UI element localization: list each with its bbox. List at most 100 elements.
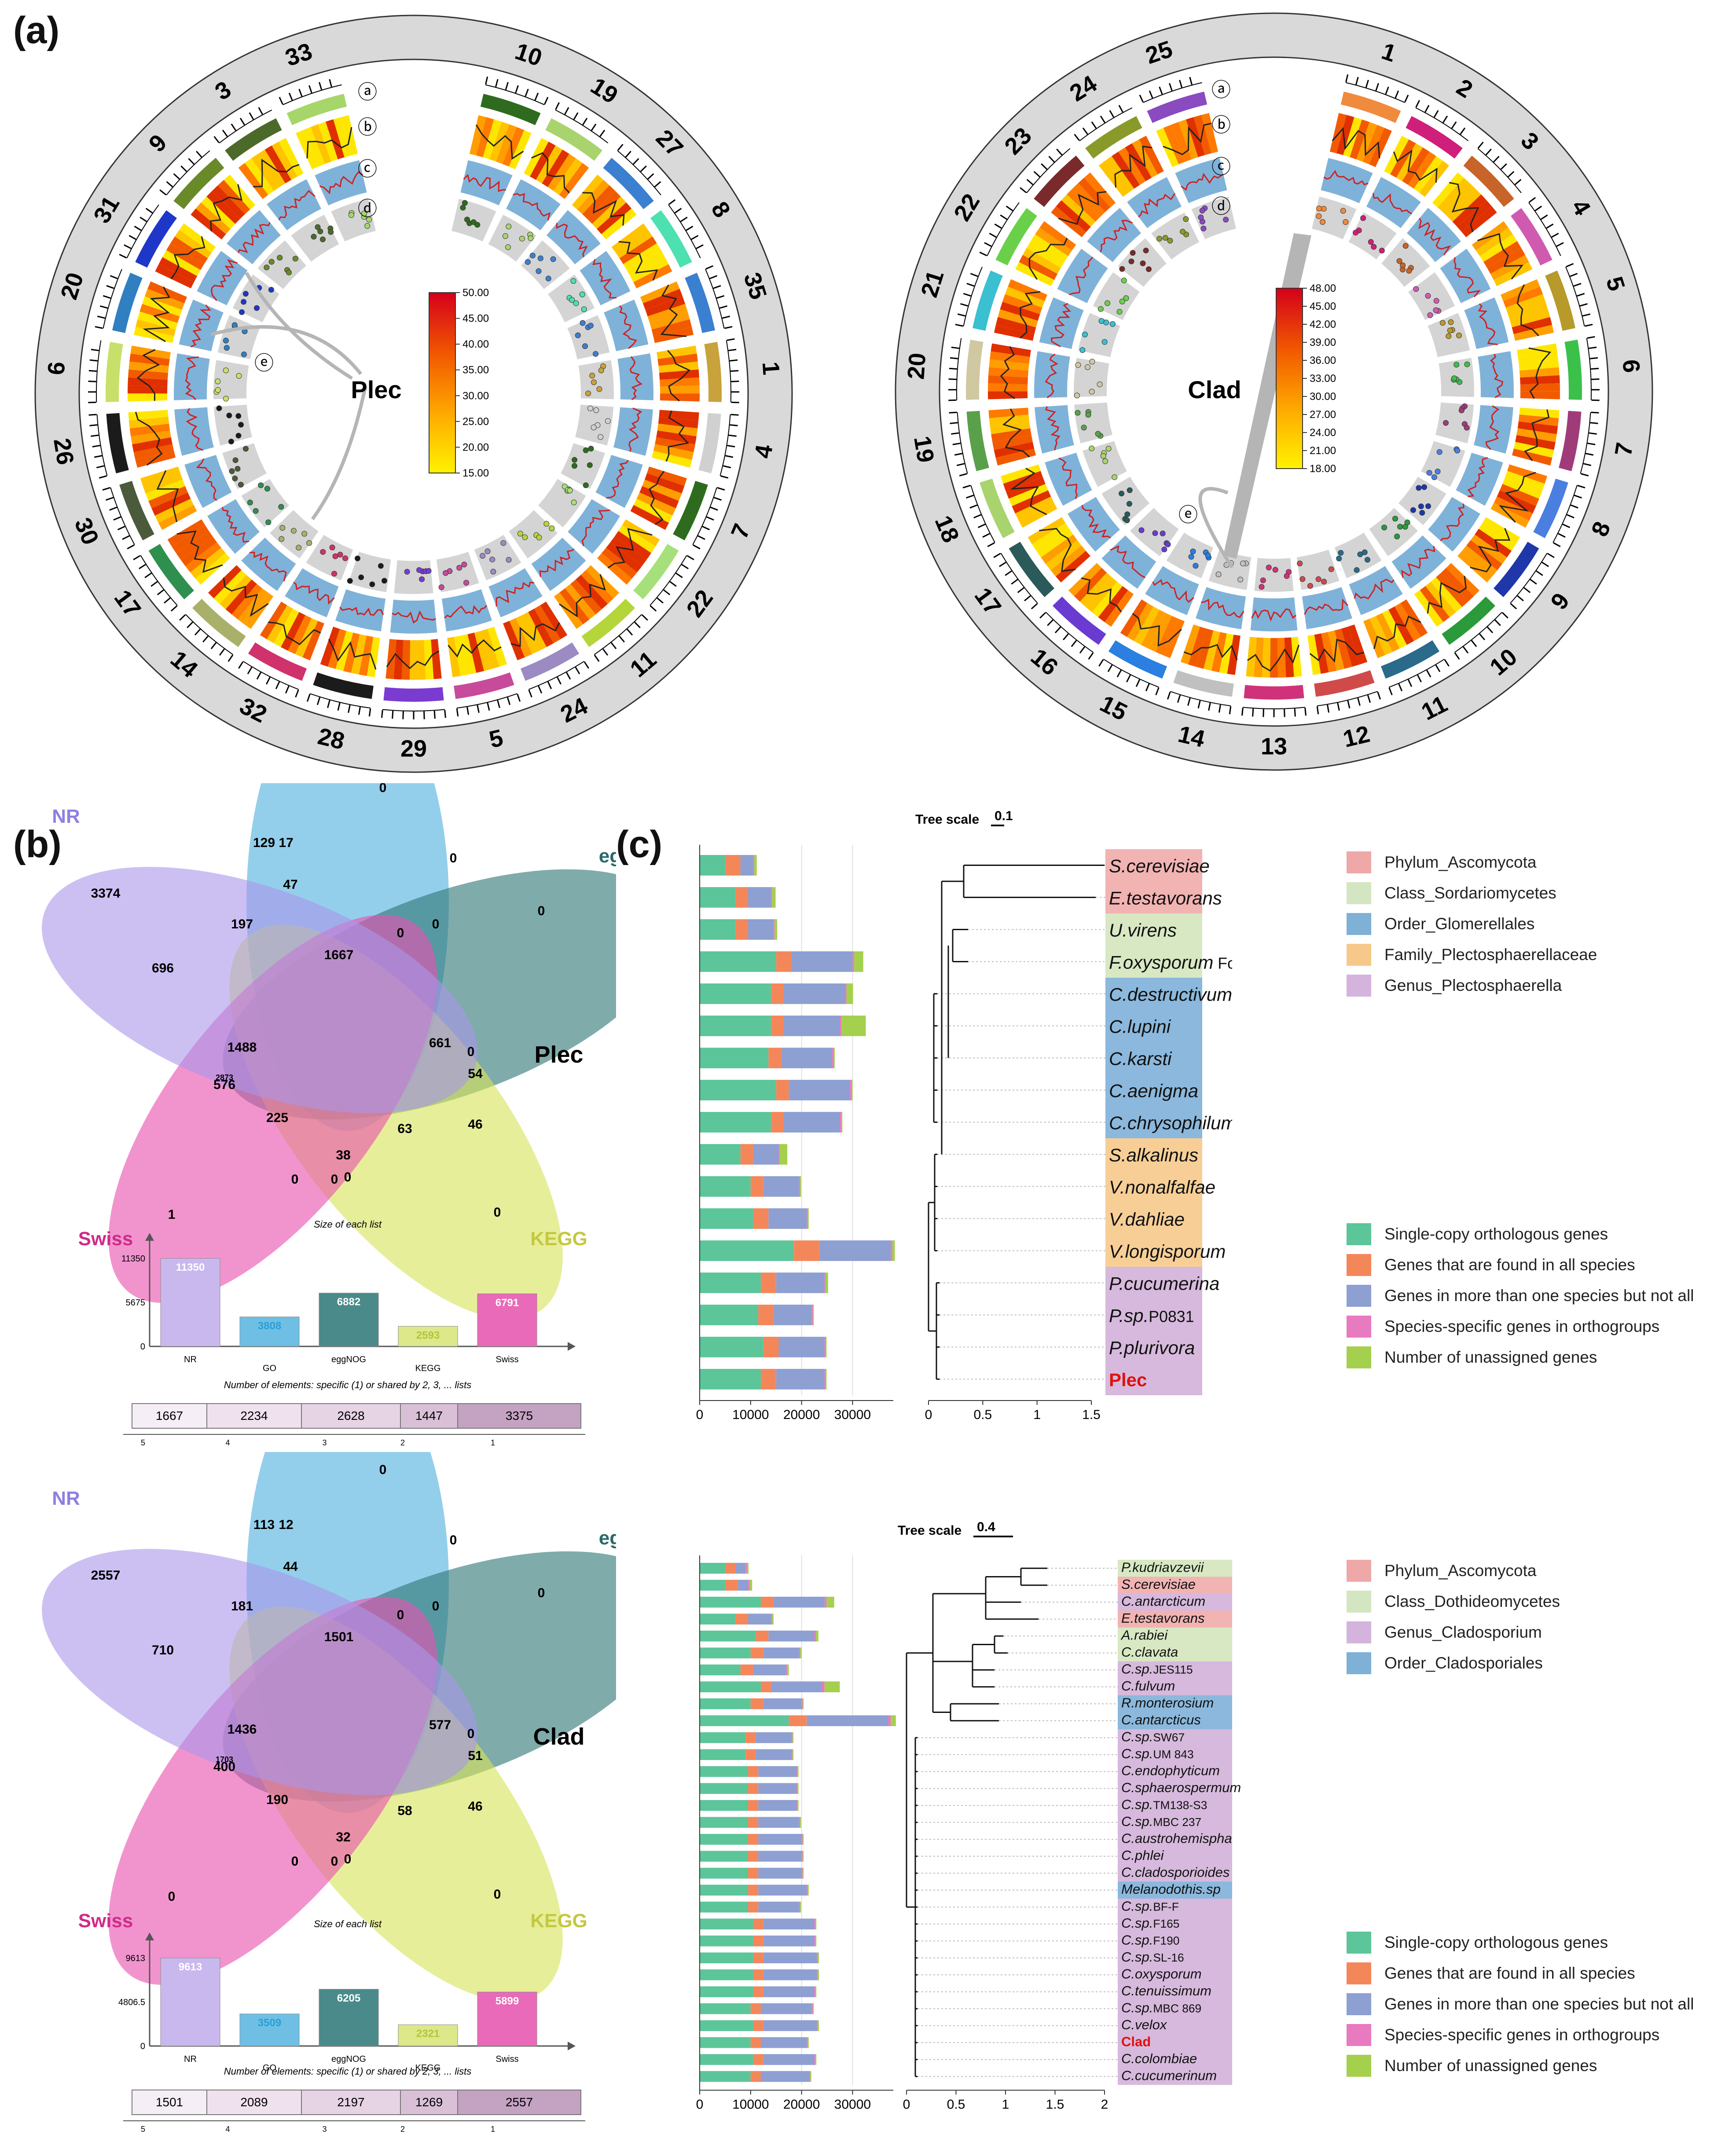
density-line bbox=[1045, 353, 1058, 399]
ruler-tick bbox=[1570, 273, 1578, 277]
tree-branch bbox=[928, 1202, 936, 1332]
bar-axis-label: 20000 bbox=[783, 1408, 820, 1422]
gc-heatmap-cell bbox=[288, 615, 312, 654]
chromosome-band bbox=[106, 413, 129, 473]
gc-heatmap-cell bbox=[610, 536, 647, 566]
legend-swatch bbox=[1347, 2024, 1371, 2046]
gc-line bbox=[1000, 346, 1015, 400]
taxon-legend-item: Class_Dothideomycetes bbox=[1347, 1586, 1560, 1617]
size-bar bbox=[160, 1958, 220, 2046]
size-bar-value: 11350 bbox=[176, 1261, 205, 1273]
scatter-dot bbox=[506, 224, 512, 230]
species-label: E.testavorans bbox=[1121, 1610, 1205, 1626]
scale-value: 42.00 bbox=[1310, 319, 1336, 330]
density-line bbox=[1485, 405, 1500, 450]
ruler-tick bbox=[713, 497, 722, 501]
species-label: C.clavata bbox=[1121, 1644, 1178, 1660]
chromosome-band bbox=[1052, 596, 1106, 645]
scatter-dot bbox=[1443, 420, 1449, 426]
ruler-tick bbox=[266, 677, 271, 685]
axis-arrow bbox=[145, 1932, 154, 1940]
gc-heatmap-cell bbox=[1009, 484, 1048, 506]
gc-heatmap-cell bbox=[467, 632, 484, 673]
gc-heatmap-cell bbox=[1350, 119, 1370, 160]
ruler-tick bbox=[139, 564, 146, 569]
taxon-highlight bbox=[1118, 1814, 1232, 1831]
ruler-tick bbox=[710, 506, 718, 511]
gc-heatmap-cell bbox=[1028, 517, 1066, 544]
taxon-highlight bbox=[1105, 881, 1202, 913]
size-bar-label: KEGG bbox=[415, 1364, 441, 1373]
scatter-dot bbox=[549, 525, 555, 532]
gene-count-bar bbox=[756, 1630, 769, 1642]
venn-region-count: 576 bbox=[213, 1078, 235, 1092]
ruler-tick bbox=[949, 411, 957, 414]
gene-count-bar bbox=[845, 983, 847, 1004]
scatter-band bbox=[331, 198, 376, 242]
scatter-dot bbox=[1402, 243, 1409, 249]
venn-region-count: 32 bbox=[336, 1830, 350, 1844]
scatter-dot bbox=[416, 567, 422, 573]
ruler-tick bbox=[538, 686, 543, 694]
ruler-tick bbox=[1169, 83, 1173, 91]
gene-legend-item: Species-specific genes in orthogroups bbox=[1347, 1311, 1694, 1342]
gene-count-bar bbox=[735, 1562, 746, 1574]
ruler-tick bbox=[729, 359, 738, 362]
species-label: S.cerevisiae bbox=[1121, 1577, 1196, 1592]
size-bar-value: 9613 bbox=[179, 1961, 202, 1973]
gene-count-bar bbox=[784, 1112, 840, 1133]
scatter-dot bbox=[1121, 277, 1127, 283]
density-line bbox=[278, 190, 316, 220]
gc-line bbox=[1524, 409, 1550, 462]
scatter-band bbox=[213, 404, 252, 446]
legend-swatch bbox=[1347, 1223, 1371, 1245]
circos-plot-clad: 1234567891011121314151617181920212223242… bbox=[895, 12, 1653, 771]
gene-count-bar bbox=[814, 1630, 816, 1642]
ruler-tick bbox=[423, 711, 425, 719]
venn-label-kegg: KEGG bbox=[530, 1910, 587, 1932]
density-band bbox=[1101, 535, 1156, 589]
gc-heatmap-cell bbox=[991, 343, 1031, 357]
taxon-highlight bbox=[1105, 1299, 1202, 1331]
track-label: ⓐ bbox=[358, 81, 377, 103]
scatter-dot bbox=[1100, 453, 1106, 459]
species-label: C.sp.SL-16 bbox=[1121, 1949, 1184, 1965]
gc-heatmap-cell bbox=[385, 639, 396, 679]
scatter-dot bbox=[1084, 364, 1090, 370]
ruler-tick bbox=[1500, 163, 1507, 170]
gc-heatmap-cell bbox=[1005, 286, 1045, 308]
bar-axis-label: 0 bbox=[696, 1408, 704, 1422]
scatter-dot bbox=[1075, 362, 1081, 368]
gc-heatmap-cell bbox=[260, 601, 287, 639]
gc-heatmap-cell bbox=[219, 575, 252, 609]
gene-count-bar bbox=[700, 1016, 771, 1036]
scatter-dot bbox=[1240, 561, 1246, 567]
gc-heatmap-cell bbox=[644, 473, 685, 494]
chromosome-band bbox=[973, 270, 1003, 331]
legend-label: Genes that are found in all species bbox=[1384, 1256, 1635, 1274]
gc-heatmap-cell bbox=[642, 480, 682, 501]
ruler-tick bbox=[144, 572, 152, 578]
gc-heatmap-cell bbox=[1452, 194, 1487, 227]
chromosome-label: 6 bbox=[43, 361, 70, 376]
gene-count-bar bbox=[753, 1918, 763, 1930]
taxon-highlight bbox=[1105, 1106, 1202, 1138]
gene-count-bar bbox=[758, 1885, 807, 1896]
ruler-tick bbox=[956, 463, 965, 466]
tree-branch bbox=[932, 1593, 986, 1713]
chromosome-band bbox=[603, 158, 654, 209]
density-line bbox=[1490, 353, 1503, 398]
gc-heatmap-cell bbox=[359, 635, 374, 676]
ruler-tick bbox=[179, 614, 186, 621]
scatter-dot bbox=[1165, 541, 1171, 547]
venn-region-count: 400 bbox=[213, 1760, 235, 1774]
gc-line bbox=[1498, 472, 1536, 523]
ruler-tick bbox=[1471, 640, 1477, 647]
elements-value: 3375 bbox=[506, 1409, 533, 1423]
gene-count-bar bbox=[801, 1867, 803, 1879]
tree-clad: P.kudriavzeviiS.cerevisiaeC.antarcticumE… bbox=[696, 1520, 1241, 2112]
gc-heatmap-cell bbox=[1001, 464, 1041, 484]
gc-line bbox=[386, 650, 440, 669]
taxon-legend-item: Phylum_Ascomycota bbox=[1347, 847, 1597, 878]
gc-heatmap-cell bbox=[1105, 156, 1134, 193]
